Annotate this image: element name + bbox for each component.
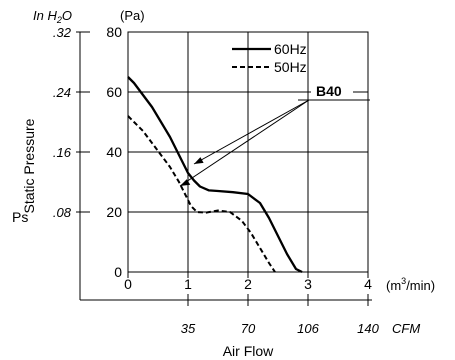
y-secondary-tick-label-3: .32 xyxy=(53,25,72,40)
y-secondary-tick-label-2: .24 xyxy=(53,85,71,100)
annotation-arrow-to-60hz xyxy=(193,99,310,165)
y-tick-label-2: 40 xyxy=(106,144,122,160)
y-tick-label-1: 20 xyxy=(106,204,122,220)
annotation-arrow-to-50hz xyxy=(179,99,310,187)
y-tick-label-0: 0 xyxy=(114,264,122,280)
x-secondary-tick-label-2: 106 xyxy=(297,321,319,336)
x-secondary-tick-label-1: 70 xyxy=(241,321,256,336)
x-secondary-ticks: 35 70 106 140 xyxy=(181,294,380,336)
annotation-arrowhead-50hz xyxy=(180,179,191,186)
legend-label-50hz: 50Hz xyxy=(274,59,307,75)
x-tick-label-4: 4 xyxy=(364,276,372,292)
y-axis-symbol: Ps xyxy=(12,209,28,225)
annotation-label-bg xyxy=(311,80,353,100)
x-secondary-tick-label-3: 140 xyxy=(357,321,379,336)
annotation-label: B40 xyxy=(316,83,342,99)
legend: 60Hz 50Hz xyxy=(232,41,307,75)
grid xyxy=(128,32,368,272)
y-axis-label: Static Pressure xyxy=(21,118,37,213)
y-primary-unit: (Pa) xyxy=(120,8,145,23)
y-primary-ticks: 0 20 40 60 80 xyxy=(106,24,122,280)
annotation-arrowhead-60hz xyxy=(194,157,204,164)
x-primary-ticks: 0 1 2 3 4 xyxy=(124,272,372,292)
series-layer xyxy=(127,76,303,274)
series-line-50hz xyxy=(127,115,276,273)
y-secondary-unit: In H2O xyxy=(33,8,72,25)
x-secondary-unit: CFM xyxy=(392,321,420,336)
y-secondary-tick-label-1: .16 xyxy=(53,145,72,160)
x-tick-label-0: 0 xyxy=(124,276,132,292)
x-secondary-tick-label-0: 35 xyxy=(181,321,196,336)
legend-label-60hz: 60Hz xyxy=(274,41,307,57)
annotation: B40 xyxy=(179,80,370,187)
y-tick-label-4: 80 xyxy=(106,24,122,40)
x-axis-label: Air Flow xyxy=(223,343,274,359)
y-secondary-ticks: .08 .16 .24 .32 xyxy=(53,25,90,220)
x-tick-label-1: 1 xyxy=(184,276,192,292)
y-tick-label-3: 60 xyxy=(106,84,122,100)
x-tick-label-2: 2 xyxy=(244,276,252,292)
plot-frame xyxy=(79,31,372,301)
y-secondary-tick-label-0: .08 xyxy=(53,205,72,220)
x-tick-label-3: 3 xyxy=(304,276,312,292)
x-primary-unit: (m3/min) xyxy=(386,276,435,293)
series-line-60hz xyxy=(127,76,303,274)
